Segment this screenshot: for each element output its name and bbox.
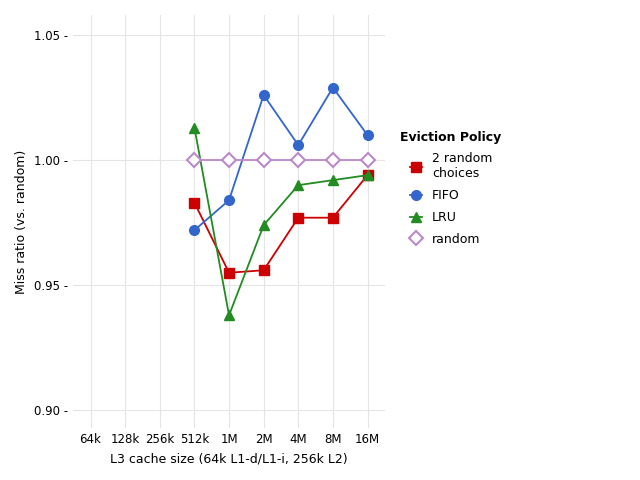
Line: random: random	[189, 155, 372, 165]
2 random
choices	[364, 172, 371, 178]
2 random
choices	[225, 270, 233, 276]
Y-axis label: Miss ratio (vs. random): Miss ratio (vs. random)	[15, 149, 28, 294]
2 random
choices	[329, 215, 337, 221]
FIFO	[260, 92, 268, 98]
Line: 2 random
choices: 2 random choices	[189, 170, 372, 277]
2 random
choices	[294, 215, 302, 221]
LRU	[191, 125, 198, 131]
random	[329, 157, 337, 163]
FIFO	[329, 84, 337, 90]
LRU	[364, 172, 371, 178]
random	[260, 157, 268, 163]
random	[225, 157, 233, 163]
FIFO	[225, 197, 233, 203]
LRU	[225, 312, 233, 318]
2 random
choices	[191, 200, 198, 205]
FIFO	[191, 228, 198, 233]
random	[364, 157, 371, 163]
random	[294, 157, 302, 163]
FIFO	[294, 142, 302, 148]
FIFO	[364, 132, 371, 138]
LRU	[329, 177, 337, 183]
X-axis label: L3 cache size (64k L1-d/L1-i, 256k L2): L3 cache size (64k L1-d/L1-i, 256k L2)	[110, 452, 348, 465]
2 random
choices	[260, 267, 268, 273]
random	[191, 157, 198, 163]
Legend: 2 random
choices, FIFO, LRU, random: 2 random choices, FIFO, LRU, random	[394, 124, 508, 252]
LRU	[294, 182, 302, 188]
LRU	[260, 222, 268, 228]
Line: LRU: LRU	[189, 123, 372, 320]
Line: FIFO: FIFO	[189, 83, 372, 235]
